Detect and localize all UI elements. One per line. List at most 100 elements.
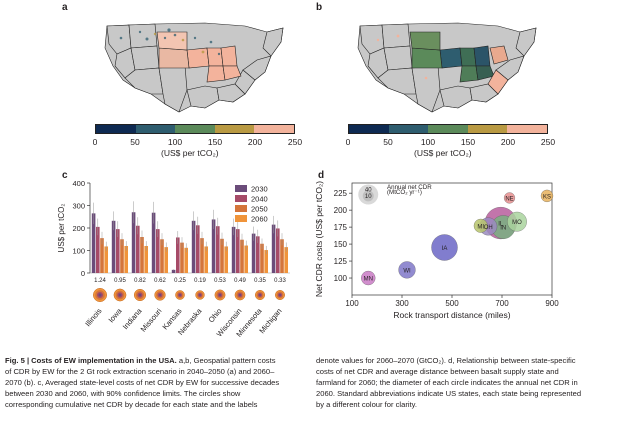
y-axis-label: US$ per tCO₂	[57, 204, 66, 253]
colorbar-a-segment	[254, 125, 294, 133]
colorbar-b-segment	[388, 125, 429, 133]
colorbar-a-title: (US$ per tCO₂)	[161, 148, 219, 158]
cdr-circle-2030	[218, 293, 222, 297]
y-tick-label: 200	[334, 206, 348, 215]
bar-2030	[251, 233, 256, 273]
bar-2040	[276, 228, 280, 273]
bubble-mi	[473, 218, 488, 233]
bar-2060	[204, 246, 208, 273]
bubble-label: MI	[477, 224, 484, 230]
bar-2060	[244, 245, 248, 273]
y-tick-label: 225	[334, 189, 348, 198]
tick-label: 150	[207, 137, 223, 147]
legend-label: 2030	[251, 185, 268, 194]
bar-2050	[100, 238, 104, 273]
bar-2060	[104, 246, 108, 273]
bar-2030	[171, 269, 176, 273]
bar-2040	[216, 226, 220, 273]
caption-line: costs of net CDR and average distance be…	[316, 367, 559, 376]
bar-2060	[124, 246, 128, 273]
bubble-ne	[503, 192, 516, 204]
caption-line: between 2030 and 2060, with 90% confiden…	[5, 389, 241, 398]
caption-heading: Fig. 5 | Costs of EW implementation in t…	[5, 356, 177, 365]
y-tick-label: 200	[72, 224, 85, 233]
colorbar-a-segment	[175, 125, 215, 133]
tick-label: 100	[420, 137, 436, 147]
legend-swatch	[235, 205, 247, 212]
bar-chart-c: 0 100 200 300 400 US$ per tCO₂ 1.24 Illinois 0.9…	[57, 179, 290, 339]
legend-circle-small	[362, 190, 374, 202]
bar-2030	[191, 220, 196, 273]
panel-label-d: d	[318, 170, 325, 181]
bar-2050	[200, 238, 204, 273]
category-label: Illinois	[83, 306, 103, 328]
y-axis-label: Net CDR costs (US$ per tCO₂)	[314, 181, 324, 297]
bar-2040	[256, 236, 260, 273]
cdr-circle-2030	[138, 293, 142, 297]
panel-label-c: c	[62, 170, 68, 181]
bubble-label: KS	[543, 194, 551, 200]
bar-2060	[224, 246, 228, 273]
caption-line: farmland for 2060; the diameter of each …	[316, 378, 578, 387]
cdr-circle-2030	[118, 293, 122, 297]
legend-size-label: 40	[365, 188, 372, 194]
bar-2040	[116, 229, 120, 273]
caption-line: 2060. Standard abbreviations indicate US…	[316, 389, 582, 398]
cdr-circle-2030	[158, 293, 162, 297]
colorbar-b-segment	[428, 125, 468, 133]
cumulative-cdr-label: 0.35	[254, 278, 266, 284]
bar-2040	[96, 226, 100, 273]
bar-2060	[184, 247, 188, 273]
bar-2030	[91, 213, 96, 273]
cumulative-cdr-label: 0.53	[214, 278, 226, 284]
legend-title: Annual net CDR	[387, 184, 432, 191]
caption-line: by a different colour for clarity.	[316, 400, 418, 409]
cumulative-cdr-label: 0.62	[154, 278, 166, 284]
bar-2040	[176, 237, 180, 273]
cumulative-cdr-label: 0.82	[134, 278, 146, 284]
y-tick-label: 100	[334, 274, 348, 283]
caption-line: of CDR by EW for the 2 Gt rock extractio…	[5, 367, 275, 376]
cdr-circle-2030	[98, 293, 102, 297]
cdr-circle-2030	[238, 293, 242, 297]
bar-2040	[136, 225, 140, 273]
bubble-wi	[398, 261, 416, 279]
cdr-circle-2030	[178, 293, 182, 297]
bar-2040	[236, 229, 240, 273]
x-tick-label: 900	[545, 299, 559, 308]
x-axis-label: Rock transport distance (miles)	[393, 310, 510, 320]
map-a-usa	[104, 22, 284, 113]
colorbar-a	[95, 124, 295, 134]
legend-swatch	[235, 195, 247, 202]
colorbar-b-segment	[467, 125, 508, 133]
legend-label: 2040	[251, 195, 268, 204]
caption-line: 2070 (b). c, Averaged state-level costs …	[5, 378, 280, 387]
bar-2050	[120, 239, 124, 273]
bubble-ks	[540, 189, 554, 203]
caption-right: denote values for 2060–2070 (GtCO₂). d, …	[316, 355, 621, 410]
caption-left: Fig. 5 | Costs of EW implementation in t…	[5, 355, 307, 410]
colorbar-a-segment	[214, 125, 255, 133]
bar-2030	[111, 220, 116, 273]
bar-2050	[160, 239, 164, 273]
bubble-chart-d: 100 300 500 700 900 100 125 150 175 200 225 Rock tr…	[314, 181, 559, 320]
cumulative-cdr-label: 0.33	[274, 278, 286, 284]
cdr-circle-2030	[258, 293, 262, 297]
tick-label: 150	[460, 137, 476, 147]
bar-2050	[180, 242, 184, 273]
panel-label-a: a	[62, 2, 68, 13]
bar-2050	[220, 238, 224, 273]
y-tick-label: 300	[72, 202, 85, 211]
bar-2050	[140, 237, 144, 273]
y-tick-label: 150	[334, 240, 348, 249]
bar-2030	[151, 212, 156, 273]
colorbar-a-segment	[135, 125, 176, 133]
bubble-label: OH	[484, 225, 493, 231]
caption-line: corresponding cumulative net CDR by deca…	[5, 400, 258, 409]
tick-label: 250	[287, 137, 303, 147]
legend-swatch	[235, 185, 247, 192]
bubble-label: NE	[505, 196, 513, 202]
y-tick-label: 0	[81, 269, 85, 278]
bar-2040	[196, 225, 200, 273]
cumulative-cdr-label: 0.25	[174, 278, 186, 284]
